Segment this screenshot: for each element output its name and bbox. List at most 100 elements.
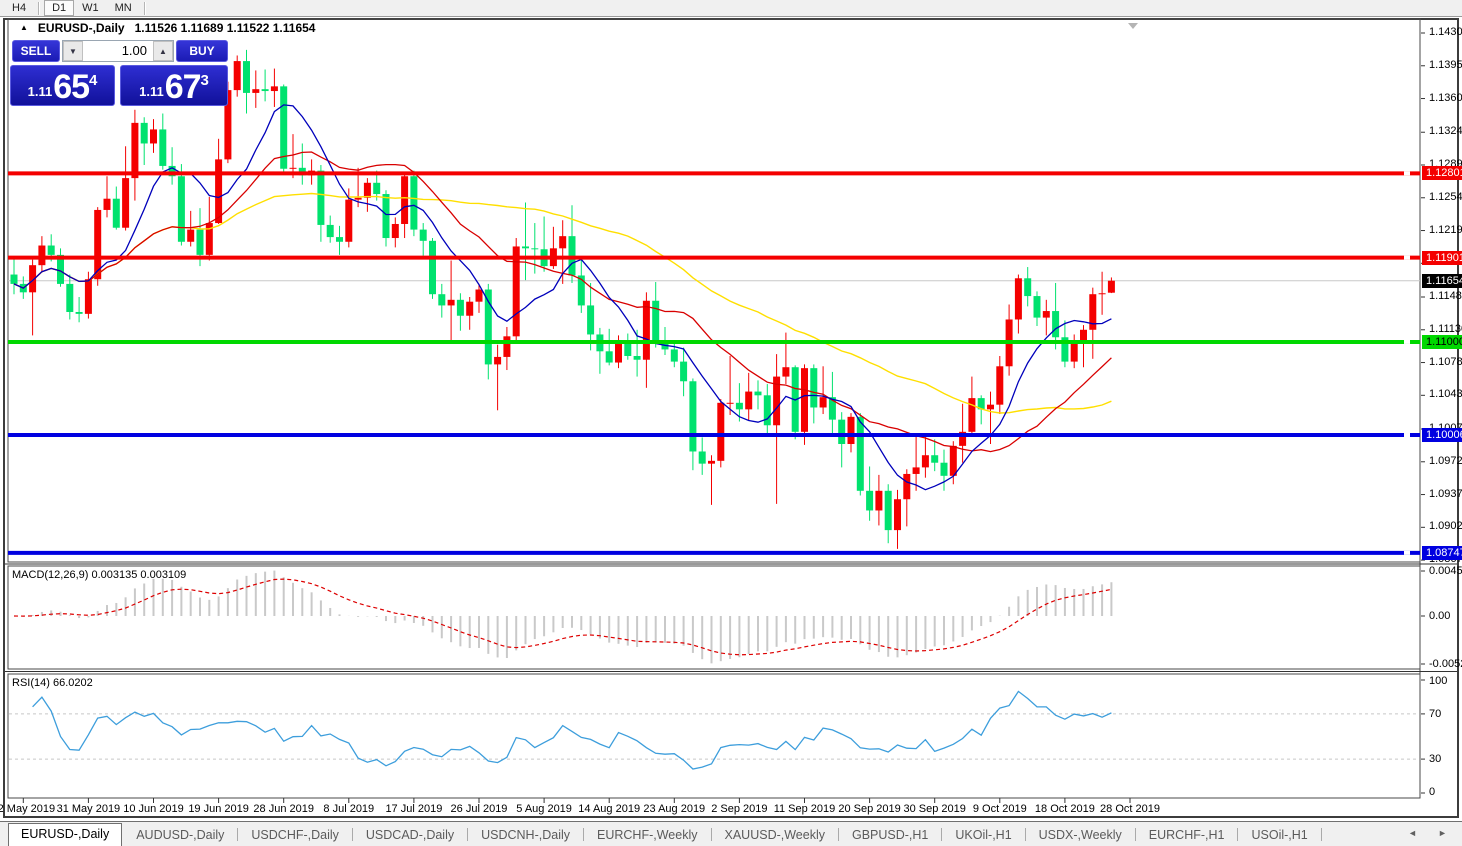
- tab-separator: [237, 828, 239, 841]
- chart-tab-usoil[interactable]: USOil-,H1: [1251, 828, 1308, 842]
- price-axis-label: 1.11480: [1429, 290, 1462, 302]
- price-axis-label: 1.13950: [1429, 58, 1462, 71]
- price-axis-label: 1.13240: [1429, 125, 1462, 138]
- date-label: 14 Aug 2019: [578, 803, 641, 815]
- volume-spinner: ▼ 1.00 ▲: [62, 40, 174, 62]
- chart-tab-eurchf[interactable]: EURCHF-,H1: [1148, 828, 1225, 842]
- price-axis-label: 1.10780: [1429, 355, 1462, 368]
- buy-price-prefix: 1.11: [139, 84, 164, 99]
- timeframe-button-mn[interactable]: MN: [114, 2, 132, 14]
- buy-price-button[interactable]: 1.11 67 3: [120, 65, 228, 106]
- chart-tab-eurchf[interactable]: EURCHF-,Weekly: [597, 828, 698, 842]
- tabs-scroll-left-icon[interactable]: ◄: [1408, 828, 1417, 838]
- chart-header: ▲ EURUSD-,Daily 1.11526 1.11689 1.11522 …: [20, 21, 315, 35]
- rsi-axis-label: 0: [1429, 786, 1436, 798]
- macd-axis-label: 0.004536: [1429, 565, 1462, 577]
- sell-price-pip: 4: [89, 72, 98, 89]
- volume-input[interactable]: 1.00: [121, 43, 147, 58]
- tab-separator: [1024, 828, 1026, 841]
- chart-tab-gbpusd[interactable]: GBPUSD-,H1: [851, 828, 929, 842]
- buy-price-big: 67: [164, 68, 202, 106]
- price-level-tag[interactable]: 1.08747: [1422, 545, 1462, 560]
- macd-axis-label: 0.00: [1429, 610, 1451, 622]
- date-label: 19 Jun 2019: [188, 803, 249, 815]
- chart-collapse-icon[interactable]: ▲: [20, 23, 28, 32]
- price-axis-label: 1.12540: [1429, 190, 1462, 203]
- date-label: 10 Jun 2019: [123, 803, 184, 815]
- chart-ohlc-values: 1.11526 1.11689 1.11522 1.11654: [134, 21, 316, 35]
- date-label: 17 Jul 2019: [385, 803, 443, 815]
- tab-separator: [1134, 828, 1136, 841]
- chart-tab-audusd[interactable]: AUDUSD-,Daily: [136, 828, 225, 842]
- price-level-tag[interactable]: 1.12801: [1422, 166, 1462, 181]
- price-axis-label: 1.09720: [1429, 454, 1462, 467]
- tab-separator: [583, 828, 585, 841]
- tab-separator: [837, 828, 839, 841]
- chart-tab-usdcad[interactable]: USDCAD-,Daily: [365, 828, 455, 842]
- rsi-axis-label: 30: [1429, 753, 1442, 766]
- tab-separator: [1237, 828, 1239, 841]
- sell-price-prefix: 1.11: [27, 84, 53, 99]
- chart-tab-usdcnh[interactable]: USDCNH-,Daily: [481, 828, 571, 842]
- tab-separator: [1320, 828, 1322, 841]
- price-level-tag[interactable]: 1.11901: [1422, 250, 1462, 265]
- date-label: 28 Jun 2019: [253, 803, 314, 815]
- timeframe-button-d1[interactable]: D1: [44, 0, 75, 16]
- date-label: 26 Jul 2019: [450, 803, 508, 815]
- date-label: 20 Sep 2019: [838, 803, 901, 815]
- one-click-trading-panel: SELL ▼ 1.00 ▲ BUY 1.11 65 4 1.11 67 3: [10, 40, 228, 106]
- rsi-label: RSI(14) 66.0202: [12, 677, 93, 689]
- chart-tab-eurusd[interactable]: EURUSD-,Daily: [8, 823, 123, 846]
- macd-label: MACD(12,26,9) 0.003135 0.003109: [12, 569, 187, 581]
- timeframe-button-w1[interactable]: W1: [82, 2, 99, 14]
- buy-button[interactable]: BUY: [176, 40, 228, 62]
- volume-increase-icon[interactable]: ▲: [153, 41, 173, 61]
- current-price-tag: 1.11654: [1422, 273, 1462, 288]
- price-axis-label: 1.14300: [1429, 26, 1462, 38]
- date-label: 31 May 2019: [56, 803, 121, 815]
- sell-button[interactable]: SELL: [12, 40, 60, 62]
- macd-axis-label: -0.005205: [1429, 658, 1462, 670]
- price-axis-label: 1.10430: [1429, 388, 1462, 401]
- tab-separator: [941, 828, 943, 841]
- price-level-tag[interactable]: 1.10006: [1422, 428, 1462, 442]
- tab-separator: [351, 828, 353, 841]
- rsi-axis-label: 70: [1429, 707, 1442, 720]
- date-label: 28 Oct 2019: [1100, 803, 1160, 815]
- price-level-tag[interactable]: 1.11000: [1422, 334, 1462, 349]
- tab-separator: [467, 828, 469, 841]
- date-label: 5 Aug 2019: [516, 803, 572, 815]
- rsi-axis-label: 100: [1429, 675, 1448, 687]
- price-axis-label: 1.09370: [1429, 487, 1462, 500]
- date-label: 30 Sep 2019: [903, 803, 966, 815]
- tabs-scroll-right-icon[interactable]: ►: [1438, 828, 1447, 838]
- date-label: 11 Sep 2019: [773, 803, 836, 815]
- buy-price-pip: 3: [200, 72, 209, 89]
- sell-price-button[interactable]: 1.11 65 4: [10, 65, 115, 106]
- tab-separator: [710, 828, 712, 841]
- sell-price-big: 65: [53, 68, 90, 106]
- price-axis-label: 1.13600: [1429, 91, 1462, 104]
- chart-tab-xauusd[interactable]: XAUUSD-,Weekly: [724, 828, 825, 842]
- chart-tab-usdx[interactable]: USDX-,Weekly: [1038, 828, 1122, 842]
- date-label: 8 Jul 2019: [323, 803, 375, 815]
- date-label: 9 Oct 2019: [972, 803, 1027, 815]
- date-label: 22 May 2019: [0, 803, 56, 815]
- toolbar-separator: [143, 1, 146, 15]
- price-axis-label: 1.12190: [1429, 223, 1462, 236]
- chart-window: [3, 18, 1459, 818]
- chart-title: EURUSD-,Daily: [37, 21, 125, 35]
- chart-tab-ukoil[interactable]: UKOil-,H1: [955, 828, 1012, 842]
- chart-shift-marker-icon[interactable]: [1128, 23, 1138, 29]
- timeframe-toolbar: H4 D1 W1 MN: [0, 0, 1462, 17]
- price-axis-label: 1.11130: [1429, 322, 1462, 335]
- toolbar-separator: [38, 1, 41, 15]
- volume-decrease-icon[interactable]: ▼: [63, 41, 83, 61]
- date-label: 2 Sep 2019: [711, 803, 768, 815]
- timeframe-button-h4[interactable]: H4: [12, 2, 27, 14]
- chart-tab-usdchf[interactable]: USDCHF-,Daily: [251, 828, 339, 842]
- chart-tab-bar: EURUSD-,Daily AUDUSD-,Daily USDCHF-,Daily U…: [0, 821, 1462, 846]
- date-label: 23 Aug 2019: [643, 803, 706, 815]
- date-label: 18 Oct 2019: [1034, 803, 1095, 815]
